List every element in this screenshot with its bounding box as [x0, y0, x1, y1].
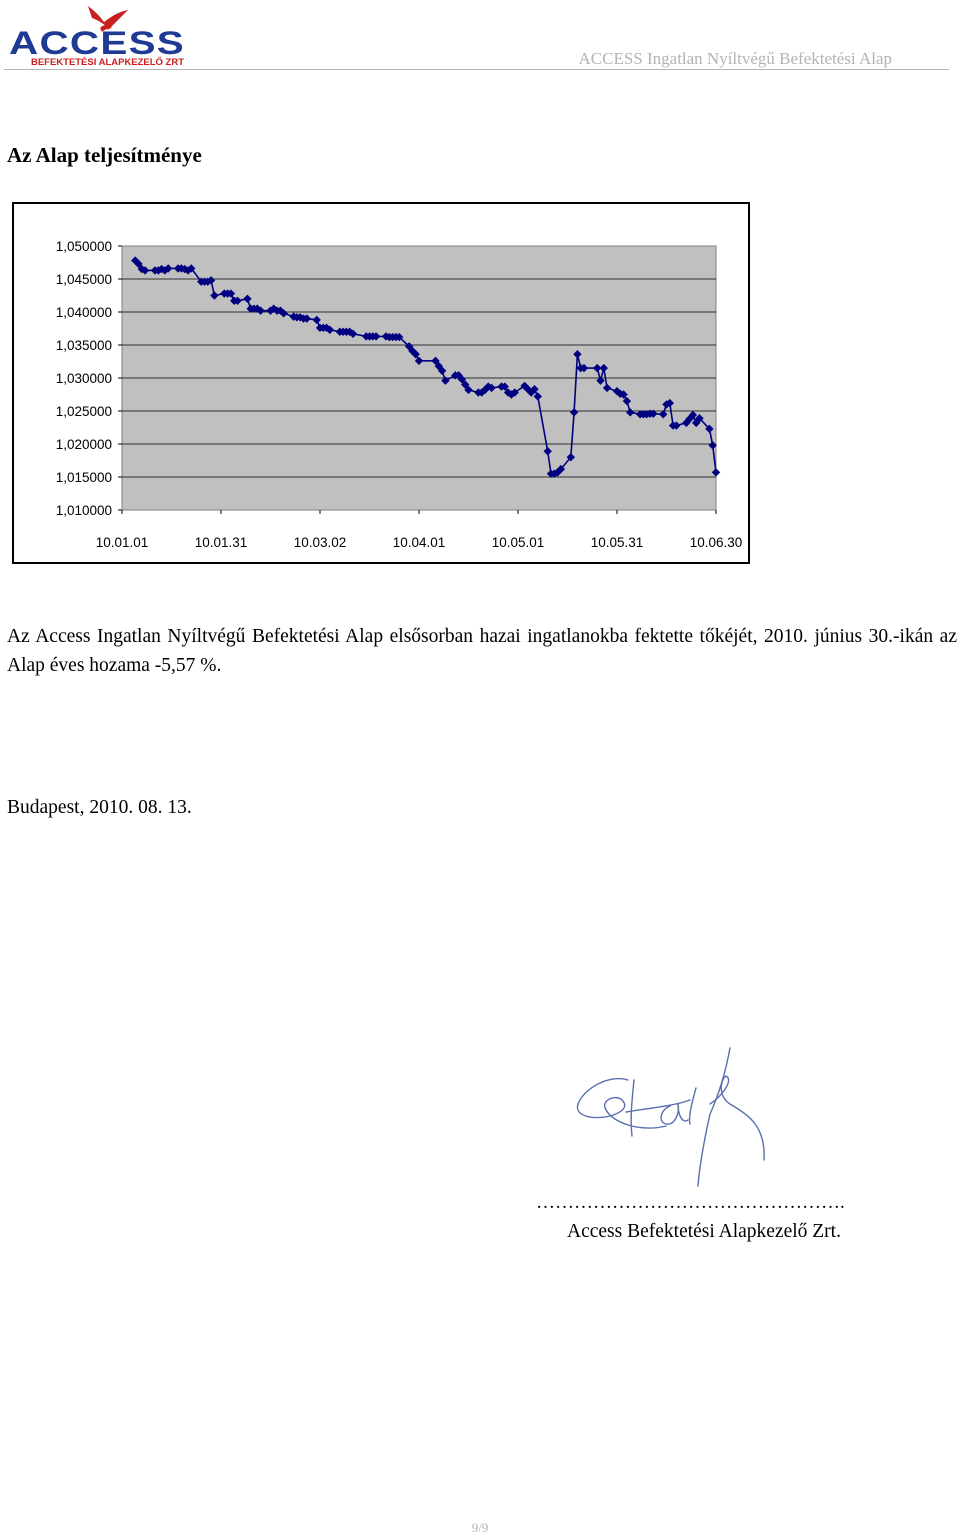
data-point [569, 408, 579, 417]
data-point [692, 418, 701, 428]
data-point [708, 441, 717, 450]
data-point [626, 408, 635, 417]
data-point [520, 381, 529, 391]
data-point [500, 382, 509, 391]
signature-line: …………………………………………. [536, 1192, 845, 1213]
data-point [164, 264, 173, 273]
data-point [276, 306, 285, 315]
data-point [243, 294, 252, 303]
data-point [682, 418, 691, 428]
data-point [593, 363, 602, 373]
y-tick-label: 1,030000 [56, 371, 112, 386]
page-number: 9/9 [471, 1520, 489, 1535]
data-point [553, 468, 562, 477]
data-point [550, 469, 559, 478]
y-tick-label: 1,020000 [56, 437, 112, 452]
access-logo: ACCESS BEFEKTETÉSI ALAPKEZELŐ ZRT [9, 6, 185, 67]
data-point [325, 325, 335, 335]
data-point [566, 453, 575, 462]
data-point [395, 332, 404, 342]
data-point [602, 383, 612, 393]
data-point [134, 259, 143, 269]
y-tick-label: 1,035000 [56, 338, 112, 353]
data-point [685, 414, 694, 424]
data-point [573, 350, 582, 359]
svg-text:BEFEKTETÉSI ALAPKEZELŐ ZRT: BEFEKTETÉSI ALAPKEZELŐ ZRT [31, 56, 185, 67]
data-point [461, 380, 470, 389]
data-point [659, 410, 668, 419]
data-point [507, 390, 516, 399]
data-point [210, 291, 219, 300]
x-tick-label: 10.05.01 [492, 535, 545, 550]
handwritten-signature [576, 1047, 765, 1187]
y-tick-label: 1,045000 [56, 272, 112, 287]
data-point [279, 309, 288, 318]
performance-description: Az Access Ingatlan Nyíltvégű Befektetési… [7, 626, 957, 676]
data-point [695, 414, 704, 423]
data-point [312, 315, 321, 325]
data-point [371, 332, 381, 341]
data-point [464, 385, 473, 395]
performance-chart: 1,050000 1,045000 1,040000 1,035000 1,030000… [12, 202, 750, 564]
data-point [672, 421, 681, 430]
data-point [543, 447, 552, 456]
data-point [487, 383, 496, 393]
data-point [533, 392, 542, 401]
y-tick-label: 1,050000 [56, 239, 112, 254]
place-and-date: Budapest, 2010. 08. 13. [7, 797, 192, 818]
data-point [665, 398, 674, 408]
y-tick-label: 1,025000 [56, 404, 112, 419]
data-point [649, 409, 658, 418]
data-point [408, 346, 417, 356]
data-point [233, 296, 242, 305]
data-point [256, 306, 265, 315]
data-point [457, 375, 467, 384]
data-point [711, 468, 721, 477]
data-point [411, 350, 420, 359]
x-tick-label: 10.06.30 [690, 535, 743, 550]
data-point [437, 366, 447, 375]
data-point [688, 410, 698, 420]
data-point [530, 385, 539, 394]
y-tick-label: 1,010000 [56, 503, 112, 518]
header-title: ACCESS Ingatlan Nyíltvégű Befektetési Al… [578, 49, 892, 68]
section-title: Az Alap teljesítménye [7, 143, 202, 167]
x-tick-label: 10.05.31 [591, 535, 644, 550]
data-point [705, 424, 714, 434]
data-point [596, 376, 605, 385]
y-tick-label: 1,015000 [56, 470, 112, 485]
signatory-name: Access Befektetési Alapkezelő Zrt. [567, 1221, 841, 1242]
data-point [619, 390, 628, 399]
data-point [140, 266, 150, 275]
y-tick-label: 1,040000 [56, 305, 112, 320]
bird-icon [88, 6, 128, 32]
data-point [527, 388, 536, 397]
x-tick-label: 10.01.31 [195, 535, 248, 550]
data-point [226, 289, 236, 298]
data-point [622, 396, 632, 406]
data-point [302, 314, 311, 323]
x-tick-label: 10.03.02 [294, 535, 347, 550]
data-point [556, 464, 566, 474]
data-point [579, 363, 589, 373]
svg-text:ACCESS: ACCESS [9, 25, 185, 61]
header-divider [4, 69, 949, 70]
x-tick-label: 10.01.01 [96, 535, 149, 550]
x-tick-label: 10.04.01 [393, 535, 446, 550]
chart-svg: 1,050000 1,045000 1,040000 1,035000 1,030000… [56, 239, 743, 550]
data-point [599, 363, 608, 373]
data-point [187, 264, 196, 273]
data-point [206, 276, 216, 285]
data-point [441, 376, 450, 385]
data-point [183, 266, 193, 275]
